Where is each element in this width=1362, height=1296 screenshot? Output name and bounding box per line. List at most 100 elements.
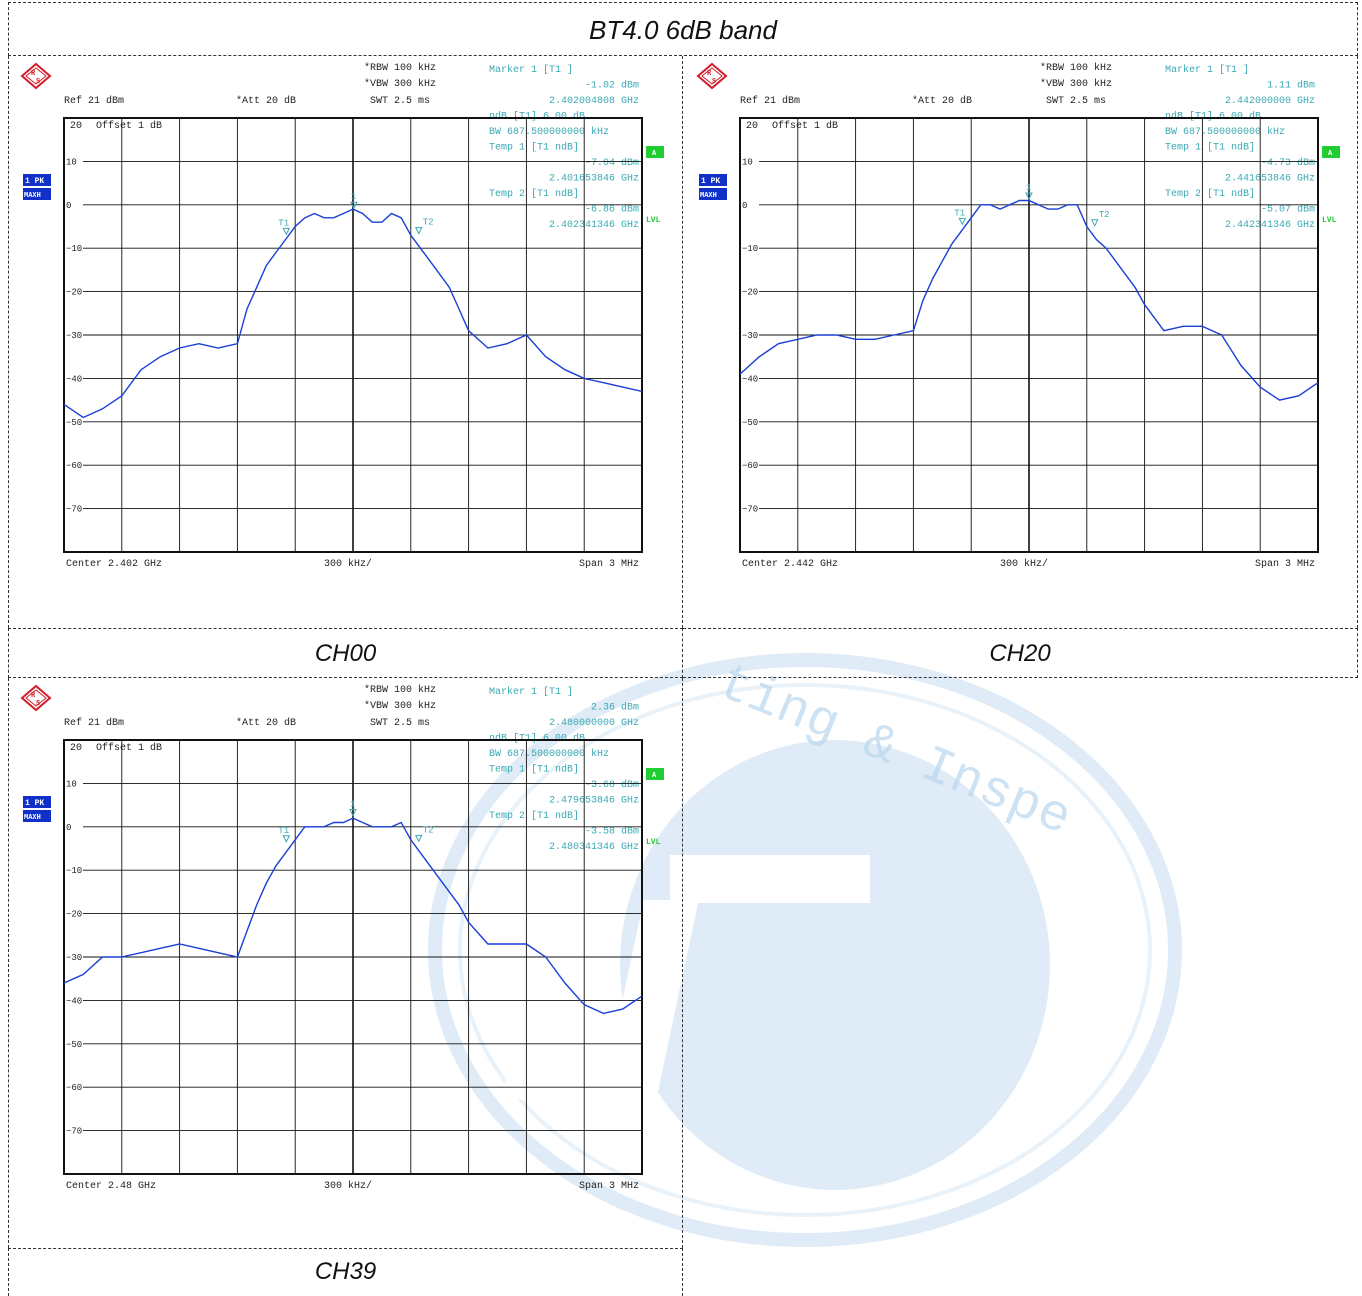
top-level-label: 20 [70, 121, 82, 132]
marker-label: T2 [423, 218, 434, 228]
rbw-setting: *RBW 100 kHz [364, 684, 436, 696]
span-setting: Span 3 MHz [1255, 559, 1315, 570]
y-tick-label: −40 [742, 374, 758, 384]
rs-logo-r: R [707, 70, 712, 78]
rs-logo-r: R [31, 692, 36, 700]
a-badge [1322, 146, 1340, 158]
y-tick-bg [741, 286, 759, 297]
vbw-setting: *VBW 300 kHz [1040, 78, 1112, 90]
detector-badge [699, 188, 727, 200]
ref-level: Ref 21 dBm [64, 717, 124, 729]
y-tick-bg [65, 460, 83, 471]
y-tick-bg [65, 199, 83, 210]
y-tick-bg [741, 330, 759, 340]
lvl-indicator: LVL [1322, 216, 1337, 225]
vbw-setting: *VBW 300 kHz [364, 78, 436, 90]
marker-triangle [349, 809, 357, 817]
swt-setting: SWT 2.5 ms [1046, 96, 1106, 107]
marker-label: T2 [1099, 210, 1110, 220]
y-tick-bg [65, 995, 83, 1006]
a-badge-label: A [652, 150, 657, 158]
a-badge [646, 146, 664, 158]
marker-readout-line: Temp 1 [T1 ndB] [489, 142, 579, 154]
y-tick-bg [65, 330, 83, 340]
rs-logo-inner [25, 689, 47, 707]
marker-triangle [282, 835, 291, 843]
y-tick-label: −30 [66, 331, 82, 341]
marker-readout-line: 2.442341346 GHz [1225, 220, 1315, 231]
spectrum-plot-ch20: RS *RBW 100 kHz *VBW 300 kHz SWT 2.5 ms Ref … [696, 62, 1340, 570]
marker-readout-line: Temp 2 [T1 ndB] [489, 810, 579, 822]
y-tick-bg [65, 1038, 83, 1049]
y-tick-label: 0 [742, 201, 747, 211]
trace-badge-label: 1 PK [701, 177, 720, 186]
offset-label: Offset 1 dB [96, 742, 162, 754]
trace-badge-label: 1 PK [25, 799, 44, 808]
spectrum-plot-ch39: RS *RBW 100 kHz *VBW 300 kHz SWT 2.5 ms Ref … [20, 684, 664, 1192]
rbw-setting: *RBW 100 kHz [1040, 62, 1112, 74]
rs-logo-diamond [20, 62, 52, 90]
swt-setting: SWT 2.5 ms [370, 718, 430, 729]
y-tick-label: −40 [66, 996, 82, 1006]
rs-logo-s: S [36, 78, 40, 86]
marker-label: T1 [278, 826, 289, 836]
ref-level: Ref 21 dBm [740, 95, 800, 107]
top-level-label: 20 [70, 743, 82, 754]
marker-triangle [350, 201, 358, 210]
detector-badge [23, 810, 51, 822]
center-frequency: Center 2.402 GHz [66, 559, 162, 570]
marker-readout-line: BW 687.500000000 kHz [489, 126, 609, 138]
y-tick-bg [741, 460, 759, 471]
y-tick-label: −20 [66, 910, 82, 920]
y-tick-label: 0 [66, 823, 71, 833]
frequency-per-division: 300 kHz/ [324, 558, 372, 570]
span-setting: Span 3 MHz [579, 1181, 639, 1192]
marker-readout-line: Marker 1 [T1 ] [489, 64, 573, 76]
lvl-indicator: LVL [646, 216, 661, 225]
detector-badge [23, 188, 51, 200]
span-setting: Span 3 MHz [579, 559, 639, 570]
center-frequency: Center 2.48 GHz [66, 1181, 156, 1192]
y-tick-bg [65, 416, 83, 427]
marker-readout-line: -3.58 dBm [585, 826, 639, 838]
spectrum-trace [739, 199, 1319, 401]
marker-readout-line: Temp 1 [T1 ndB] [489, 764, 579, 776]
marker-triangle [1025, 192, 1033, 201]
panel-label-ch39: CH39 [314, 1258, 377, 1285]
center-frequency: Center 2.442 GHz [742, 559, 838, 570]
panel-label-ch20: CH20 [989, 640, 1051, 667]
marker-label: T1 [278, 218, 289, 228]
y-tick-label: −50 [66, 1040, 82, 1050]
y-tick-label: −70 [742, 505, 758, 515]
marker-readout-line: 2.401653846 GHz [549, 174, 639, 185]
y-tick-bg [741, 373, 759, 384]
marker-readout-line: 2.402004808 GHz [549, 96, 639, 107]
marker-readout-line: 2.36 dBm [591, 702, 639, 714]
y-tick-bg [65, 286, 83, 297]
marker-readout-line: 2.479653846 GHz [549, 796, 639, 807]
detector-badge-label: MAXH [24, 814, 41, 822]
y-tick-bg [741, 416, 759, 427]
y-tick-label: −60 [66, 461, 82, 471]
marker-readout-line: Temp 1 [T1 ndB] [1165, 142, 1255, 154]
y-tick-bg [65, 908, 83, 919]
marker-readout-line: -5.07 dBm [1261, 204, 1315, 216]
marker-readout-line: ndB [T1] 6.00 dB [1165, 111, 1261, 123]
y-tick-label: −50 [742, 418, 758, 428]
marker-readout-line: 2.480000000 GHz [549, 718, 639, 729]
y-tick-label: −70 [66, 505, 82, 515]
panel-label-ch00: CH00 [314, 640, 377, 667]
offset-label: Offset 1 dB [772, 120, 838, 132]
marker-readout-line: 2.441653846 GHz [1225, 174, 1315, 185]
marker-label: 1 [351, 192, 356, 202]
y-tick-label: −40 [66, 374, 82, 384]
marker-readout-line: BW 687.500000000 kHz [489, 748, 609, 760]
y-tick-bg [65, 156, 83, 167]
label-cell-ch39: CH39 [8, 1248, 683, 1296]
rs-logo: RS [696, 62, 728, 90]
trace-badge [699, 174, 727, 186]
y-tick-bg [741, 199, 759, 210]
marker-label: T1 [954, 208, 965, 218]
a-badge-label: A [1328, 150, 1333, 158]
y-tick-bg [65, 373, 83, 384]
